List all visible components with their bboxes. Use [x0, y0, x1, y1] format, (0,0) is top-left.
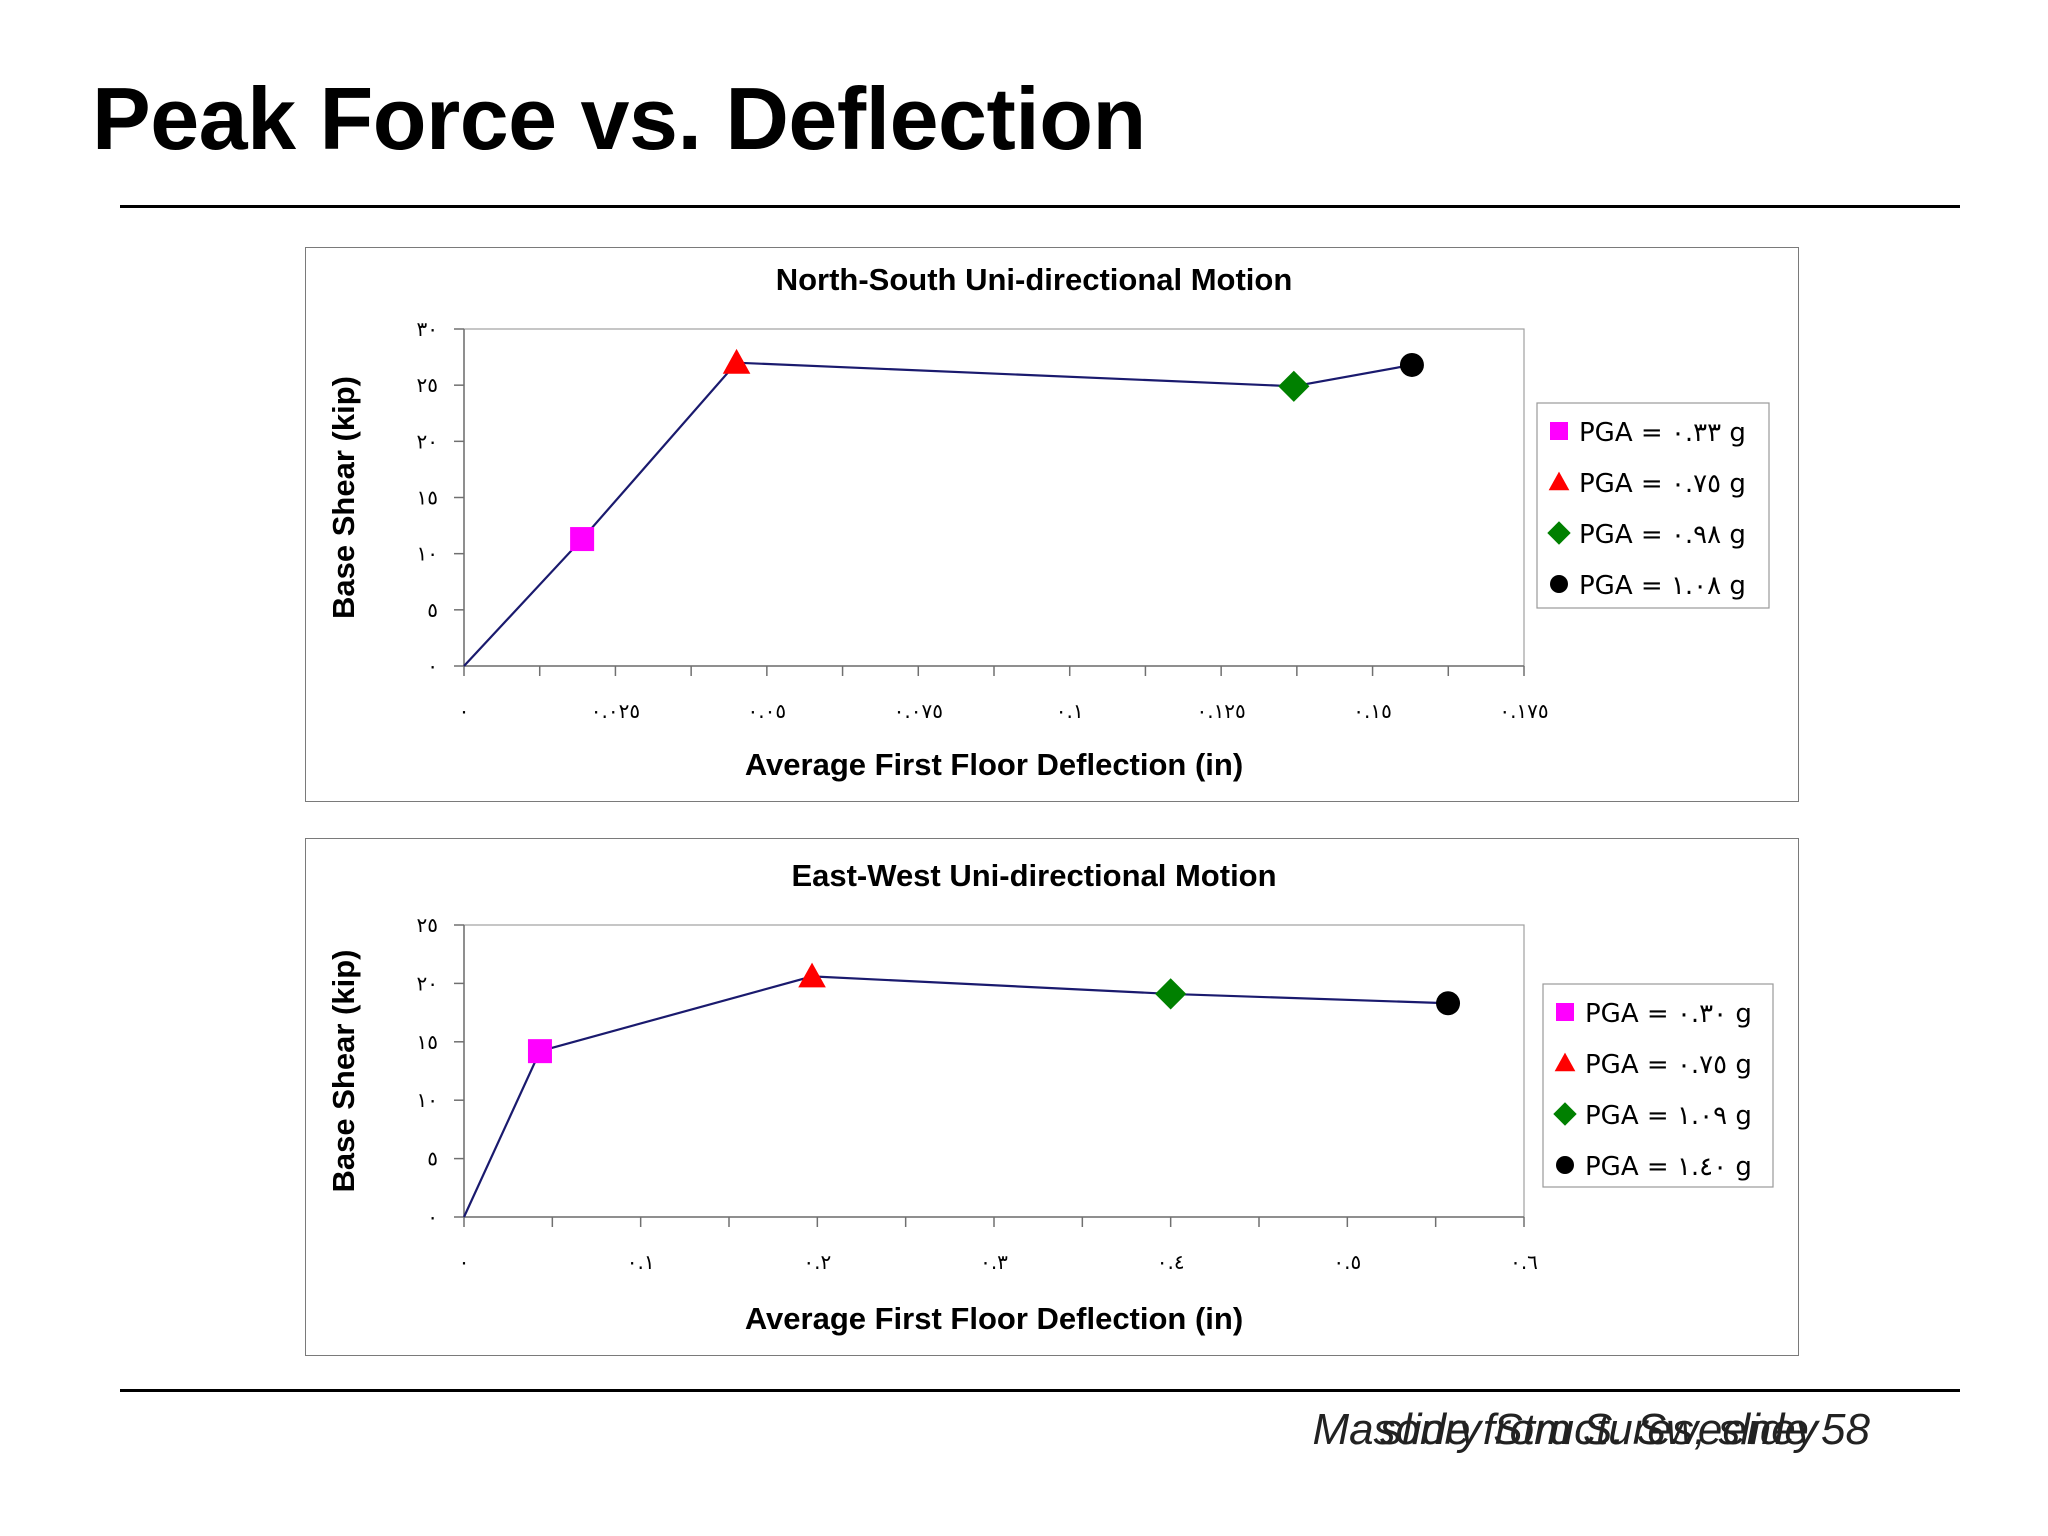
x-tick-label: ٠	[459, 699, 470, 723]
legend-marker-triangle	[1554, 1052, 1576, 1072]
legend-marker-circle	[1556, 1156, 1574, 1174]
y-tick-label: ٢٠	[417, 971, 438, 995]
series-line	[462, 975, 1449, 1218]
x-tick-label: ٠.٠٧٥	[894, 699, 943, 723]
x-tick-label: ٠.٤	[1157, 1250, 1185, 1274]
legend-label: PGA = ٠.٧٥ g	[1585, 1050, 1752, 1080]
legend-box	[1542, 983, 1774, 1188]
chart-north-south-svg: North-South Uni-directional Motion ٠ ٥ ١٠ ١٥…	[326, 262, 1770, 782]
legend-label: PGA = ٠.٧٥ g	[1579, 469, 1746, 499]
x-tick-label: ٠.٣	[980, 1250, 1008, 1274]
bottom-divider	[120, 1389, 1960, 1392]
legend-marker-square	[1550, 422, 1568, 440]
data-point-diamond	[1278, 370, 1310, 402]
slide-title: Peak Force vs. Deflection	[92, 69, 1146, 168]
legend-label: PGA = ٠.٣٣ g	[1579, 418, 1746, 448]
legend-marker-circle	[1550, 575, 1568, 593]
legend-label: PGA = ١.٠٩ g	[1585, 1101, 1752, 1131]
legend-marker-diamond	[1547, 521, 1571, 545]
data-point-diamond	[1155, 978, 1187, 1010]
y-axis-label: Base Shear (kip)	[326, 376, 361, 619]
y-tick-label: ٠	[427, 654, 438, 678]
chart-east-west: East-West Uni-directional Motion ٠ ٥ ١٠ ١٥ ٢٠…	[305, 838, 1799, 1356]
data-point-square	[527, 1039, 552, 1064]
footer-credit: slide from S. Sweeney	[1380, 1405, 1818, 1454]
x-tick-label: ٠.٠٥	[748, 699, 787, 723]
y-tick-label: ٥	[427, 1147, 438, 1171]
data-point-triangle	[722, 348, 751, 374]
y-tick-label: ٢٥	[417, 373, 438, 397]
y-tick-label: ٥	[427, 598, 438, 622]
data-point-triangle	[798, 962, 826, 988]
x-tick-label: ٠	[459, 1250, 470, 1274]
legend-label: PGA = ١.٠٨ g	[1579, 571, 1746, 601]
data-point-circle	[1399, 352, 1424, 377]
x-tick-label: ٠.١٥	[1353, 699, 1392, 723]
x-tick-label: ٠.١٧٥	[1499, 699, 1548, 723]
x-tick-label: ٠.٠٢٥	[591, 699, 640, 723]
legend-box	[1536, 402, 1770, 609]
legend-label: PGA = ٠.٣٠ g	[1585, 999, 1752, 1029]
top-divider	[120, 205, 1960, 208]
y-axis-label: Base Shear (kip)	[326, 950, 361, 1193]
x-tick-label: ٠.٥	[1333, 1250, 1361, 1274]
x-tick-label: ٠.٢	[803, 1250, 831, 1274]
x-axis-label: Average First Floor Deflection (in)	[745, 747, 1243, 782]
y-tick-label: ٢٥	[417, 913, 438, 937]
chart-east-west-svg: East-West Uni-directional Motion ٠ ٥ ١٠ ١٥ ٢٠…	[326, 858, 1774, 1336]
y-tick-label: ١٠	[417, 542, 438, 566]
legend-label: PGA = ٠.٩٨ g	[1579, 520, 1746, 550]
plot-area	[463, 924, 1525, 1218]
chart-title: East-West Uni-directional Motion	[791, 858, 1276, 893]
legend-marker-triangle	[1548, 471, 1570, 491]
legend-marker-square	[1556, 1003, 1574, 1021]
chart-title: North-South Uni-directional Motion	[776, 262, 1293, 297]
x-tick-label: ٠.١٢٥	[1196, 699, 1245, 723]
data-point-circle	[1436, 991, 1461, 1016]
y-tick-label: ١٥	[417, 486, 438, 510]
plot-area	[463, 328, 1525, 667]
y-tick-label: ١٥	[417, 1030, 438, 1054]
data-point-square	[570, 527, 595, 552]
y-tick-label: ١٠	[417, 1088, 438, 1112]
series-line	[463, 361, 1413, 667]
legend-marker-diamond	[1553, 1102, 1577, 1126]
x-tick-label: ٠.١	[627, 1250, 655, 1274]
y-tick-label: ٢٠	[417, 429, 438, 453]
x-tick-label: ٠.٦	[1510, 1250, 1538, 1274]
legend-label: PGA = ١.٤٠ g	[1585, 1152, 1752, 1182]
x-axis-label: Average First Floor Deflection (in)	[745, 1301, 1243, 1336]
footer-course: Masonry Structures, slide 58	[1312, 1405, 1870, 1454]
chart-north-south: North-South Uni-directional Motion ٠ ٥ ١٠ ١٥…	[305, 247, 1799, 802]
y-tick-label: ٣٠	[417, 317, 438, 341]
x-tick-label: ٠.١	[1056, 699, 1084, 723]
y-tick-label: ٠	[427, 1205, 438, 1229]
